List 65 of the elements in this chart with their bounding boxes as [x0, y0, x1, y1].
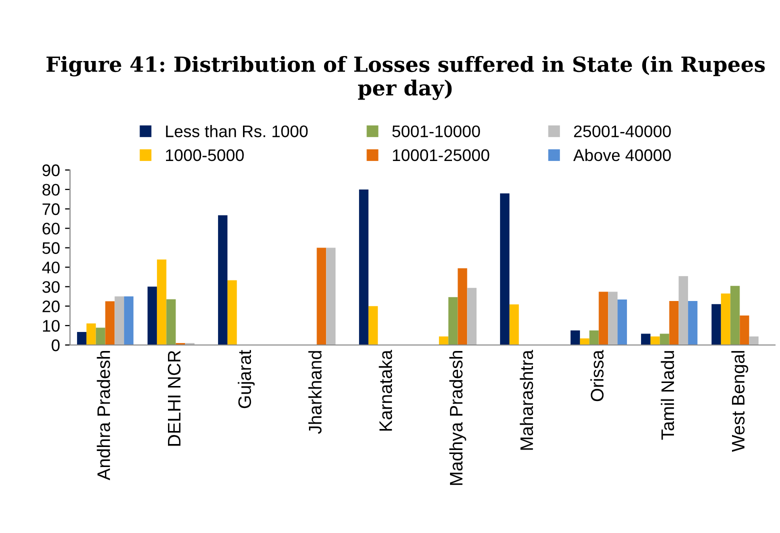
bar: [218, 215, 228, 345]
bar: [316, 248, 326, 345]
bar: [227, 280, 237, 345]
x-tick-label: Gujarat: [238, 350, 255, 408]
bar: [660, 334, 670, 345]
bar: [326, 248, 336, 345]
bar: [570, 330, 580, 345]
y-tick-label: 80: [42, 184, 60, 196]
bar: [641, 334, 650, 345]
y-tick-label: 20: [42, 300, 60, 312]
bar: [688, 301, 698, 345]
x-tick-label: Orissa: [590, 350, 604, 402]
bar: [148, 286, 157, 345]
bar: [589, 330, 599, 345]
y-tick-label: 70: [42, 203, 60, 216]
y-tick-label: 50: [42, 242, 60, 254]
x-tick-label: Tamil Nadu: [660, 351, 674, 440]
x-tick-label: Karnataka: [378, 350, 392, 431]
x-tick-label: Maharashtra: [520, 350, 534, 450]
bar: [580, 338, 590, 345]
y-tick-label: 0: [52, 339, 60, 352]
legend-label: 5001-10000: [392, 125, 480, 138]
bar: [96, 328, 106, 345]
legend-label: Less than Rs. 1000: [166, 125, 308, 138]
x-tick-label: Madhya Pradesh: [449, 351, 466, 485]
y-tick-label: 60: [42, 222, 60, 235]
bar: [598, 292, 608, 345]
bar: [86, 323, 96, 345]
y-tick-label: 30: [42, 281, 60, 293]
bar: [77, 332, 86, 345]
legend-label: 1000-5000: [166, 149, 244, 162]
y-tick-label: 10: [43, 320, 60, 332]
x-tick-label: West Bengal: [731, 351, 748, 452]
bar: [650, 336, 660, 345]
legend-label: Above 40000: [573, 148, 671, 162]
x-tick-label: DELHI NCR: [168, 350, 181, 446]
bar: [712, 304, 721, 345]
y-tick-label: 40: [42, 262, 60, 274]
bar: [740, 315, 750, 345]
legend-label: 10001-25000: [392, 149, 490, 162]
bar: [438, 336, 448, 345]
bar: [166, 299, 176, 345]
bar: [124, 296, 134, 345]
legend-label: 25001-40000: [574, 125, 671, 138]
bar: [156, 259, 166, 345]
bar: [720, 293, 730, 345]
bar: [509, 304, 519, 345]
x-tick-label: Jharkhand: [308, 351, 322, 434]
bar: [678, 276, 688, 345]
bar: [448, 297, 458, 345]
bar: [500, 193, 510, 345]
bar: [467, 288, 477, 345]
bar: [669, 301, 679, 345]
bar: [114, 296, 124, 345]
bar: [749, 336, 759, 345]
bar: [608, 292, 618, 345]
bar: [105, 301, 115, 345]
x-tick-label: Andhra Pradesh: [96, 351, 110, 480]
bar: [458, 268, 468, 345]
y-tick-label: 90: [42, 164, 60, 176]
bar: [368, 306, 378, 345]
bar: [359, 189, 368, 345]
chart-title: Figure 41: Distribution of Losses suffered in State (in Rupees per day): [46, 56, 765, 100]
bar: [730, 286, 740, 345]
bar: [618, 300, 627, 345]
